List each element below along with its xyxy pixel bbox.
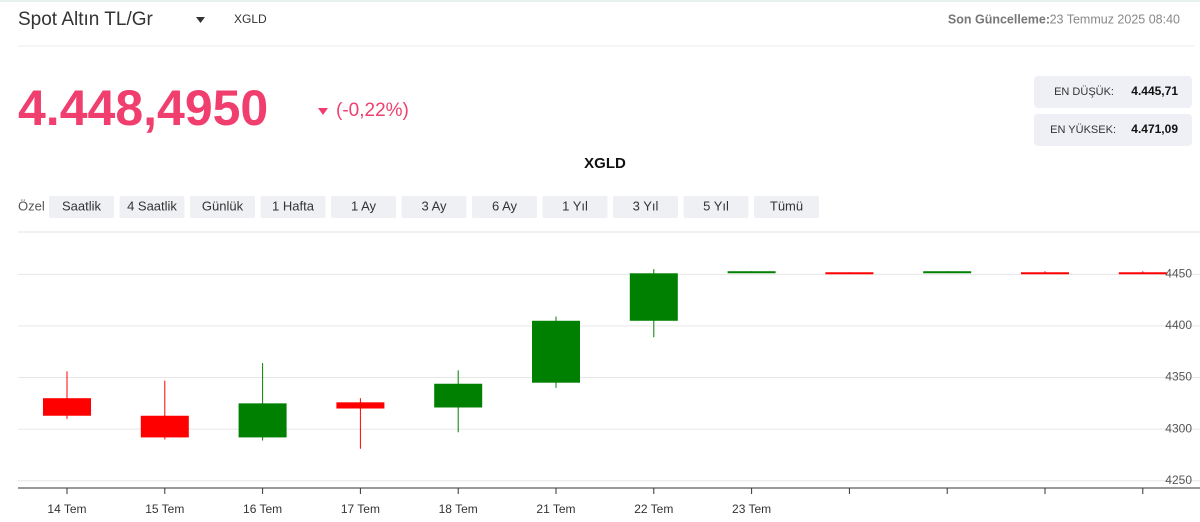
dropdown-arrow[interactable] [196, 17, 205, 23]
high-box [1034, 114, 1192, 146]
update-value: 23 Temmuz 2025 08:40 [1050, 12, 1180, 26]
candle-body [43, 398, 91, 416]
y-tick-label: 4400 [1165, 318, 1192, 332]
x-tick-label: 15 Tem [145, 502, 184, 516]
high-label: EN YÜKSEK: [1050, 124, 1116, 136]
period-button-label[interactable]: 1 Hafta [272, 198, 315, 213]
x-tick-label: 23 Tem [732, 502, 771, 516]
period-button[interactable] [754, 196, 819, 218]
period-button-label[interactable]: 1 Ay [351, 198, 377, 213]
x-tick-label: 16 Tem [243, 502, 282, 516]
period-button[interactable] [49, 196, 114, 218]
candle-body [434, 383, 483, 408]
period-button-label[interactable]: 6 Ay [492, 198, 518, 213]
period-button[interactable] [119, 196, 185, 218]
candle-body [238, 403, 287, 438]
candle-body [1118, 272, 1167, 275]
low-box [1034, 76, 1192, 108]
period-button[interactable] [683, 196, 749, 218]
price-change: (-0,22%) [336, 100, 409, 121]
period-button[interactable] [472, 196, 537, 218]
y-tick-label: 4350 [1165, 370, 1192, 384]
down-arrow [318, 108, 328, 115]
candle-body [336, 402, 385, 409]
low-label: EN DÜŞÜK: [1054, 86, 1114, 98]
price: 4.448,4950 [18, 80, 268, 136]
period-button[interactable] [542, 196, 608, 218]
x-tick-label: 17 Tem [341, 502, 380, 516]
candle-body [140, 415, 189, 438]
update-label: Son Güncelleme: [948, 12, 1050, 26]
y-tick-label: 4300 [1165, 421, 1192, 435]
period-button-label[interactable]: 3 Yıl [633, 198, 659, 213]
low-value: 4.445,71 [1131, 84, 1178, 98]
high-value: 4.471,09 [1131, 122, 1178, 136]
candle-body [825, 272, 874, 275]
x-tick-label: 21 Tem [536, 502, 575, 516]
period-button-label[interactable]: Tümü [770, 198, 803, 213]
symbol: XGLD [234, 12, 267, 26]
period-button[interactable] [613, 196, 678, 218]
period-button-label[interactable]: Günlük [202, 198, 244, 213]
candle-body [727, 271, 776, 274]
period-button[interactable] [401, 196, 467, 218]
period-button[interactable] [331, 196, 396, 218]
period-button-label[interactable]: 1 Yıl [562, 198, 588, 213]
x-tick-label: 14 Tem [47, 502, 86, 516]
period-button-label[interactable]: 3 Ay [421, 198, 447, 213]
period-button[interactable] [190, 196, 255, 218]
x-tick-label: 22 Tem [634, 502, 673, 516]
candle-body [923, 271, 972, 274]
x-tick-label: 18 Tem [439, 502, 478, 516]
candle-body [629, 273, 678, 321]
chart-title: XGLD [584, 155, 626, 172]
instrument-title: Spot Altın TL/Gr [18, 9, 154, 30]
period-button-label[interactable]: 5 Yıl [703, 198, 729, 213]
period-button-label[interactable]: Saatlik [62, 198, 102, 213]
y-tick-label: 4450 [1165, 266, 1192, 280]
period-button-label[interactable]: 4 Saatlik [127, 198, 177, 213]
y-tick-label: 4250 [1165, 473, 1192, 487]
candle-body [532, 320, 580, 383]
period-button[interactable] [260, 196, 326, 218]
candle-body [1021, 272, 1069, 275]
period-label: Özel [18, 198, 45, 213]
